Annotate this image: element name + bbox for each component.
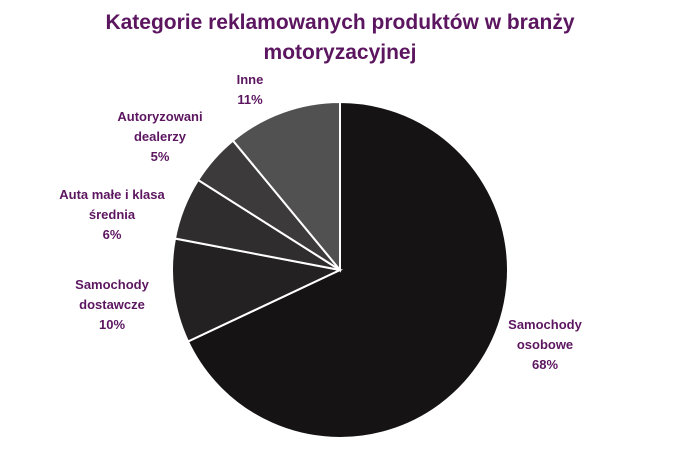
- value-label: 11%: [237, 92, 263, 107]
- category-label: Inne: [236, 72, 264, 87]
- slice-label: Samochody dostawcze 10%: [52, 275, 172, 335]
- slice-label: Autoryzowani dealerzy 5%: [100, 107, 220, 167]
- value-label: 10%: [98, 317, 126, 332]
- value-label: 6%: [102, 227, 122, 242]
- pie-slice: [231, 100, 341, 273]
- category-label: Autoryzowani dealerzy: [117, 109, 203, 144]
- category-label: Auta małe i klasa średnia: [59, 187, 165, 222]
- slice-label: Auta małe i klasa średnia 6%: [52, 185, 172, 245]
- pie-slice: [171, 237, 344, 343]
- value-label: 5%: [150, 149, 170, 164]
- category-label: Samochody osobowe: [508, 317, 582, 352]
- slice-label: Samochody osobowe 68%: [485, 315, 605, 375]
- pie-slice: [186, 100, 509, 439]
- category-label: Samochody dostawcze: [75, 277, 149, 312]
- chart-title: Kategorie reklamowanych produktów w bran…: [105, 11, 575, 64]
- slice-label: Inne 11%: [190, 70, 310, 110]
- value-label: 68%: [531, 357, 559, 372]
